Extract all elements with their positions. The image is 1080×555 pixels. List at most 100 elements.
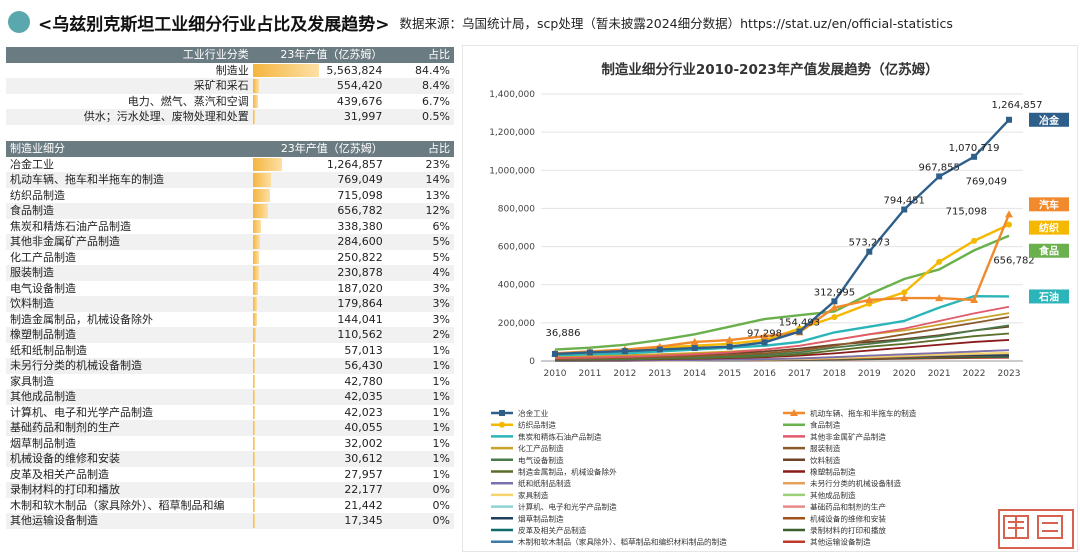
legend-marker	[790, 409, 798, 416]
row-name: 供水；污水处理、废物处理和处置	[6, 109, 253, 125]
row-value: 42,023	[344, 405, 383, 419]
row-value-cell: 338,380	[253, 219, 386, 235]
data-label: 1,070,719	[949, 143, 1000, 154]
value-bar	[252, 63, 319, 77]
y-tick-label: 1,000,000	[489, 166, 535, 176]
value-bar	[253, 297, 258, 311]
row-value: 40,055	[344, 421, 383, 434]
value-bar	[252, 94, 258, 108]
legend-label: 制造金属制品，机械设备除外	[518, 467, 617, 477]
row-value: 284,600	[337, 235, 383, 248]
data-point	[935, 294, 944, 302]
row-value-cell: 42,023	[253, 405, 386, 421]
series-tag	[1029, 112, 1069, 127]
data-label: 715,098	[946, 207, 987, 218]
row-value: 110,562	[337, 328, 383, 341]
legend-label: 冶金工业	[518, 408, 549, 418]
data-point	[760, 332, 769, 340]
table-row: 电气设备制造 187,020 3%	[6, 281, 454, 297]
value-bar	[253, 421, 256, 435]
row-share: 1%	[386, 389, 454, 405]
series-tag	[1029, 220, 1069, 235]
row-name: 纺织品制造	[10, 188, 65, 202]
row-share: 1%	[386, 358, 454, 374]
table-row: 制造业 5,563,824 84.4%	[6, 63, 454, 79]
row-value: 187,020	[337, 281, 383, 295]
table-row: 纺织品制造 715,098 13%	[6, 188, 454, 204]
manufacturing-table: 制造业细分 23年产值（亿苏姆） 占比 冶金工业 1,264,857 23% 机动车辆…	[6, 141, 454, 529]
row-value: 230,878	[337, 266, 383, 279]
data-label: 97,298	[747, 328, 782, 339]
row-share: 23%	[425, 157, 450, 171]
row-value-cell: 21,442	[253, 498, 386, 514]
value-bar	[253, 188, 270, 202]
data-point	[621, 348, 628, 355]
value-bar	[253, 498, 256, 512]
row-value-cell: 439,676	[252, 94, 387, 110]
row-value: 21,442	[344, 498, 383, 512]
legend-label: 计算机、电子和光学产品制造	[518, 502, 617, 512]
legend-label: 化工产品制造	[518, 443, 564, 453]
row-name: 制造业	[215, 63, 249, 77]
row-share: 13%	[425, 188, 450, 202]
row-value: 42,035	[344, 390, 383, 403]
row-value: 17,345	[344, 514, 383, 527]
x-tick-label: 2018	[823, 369, 846, 379]
row-name: 纸和纸制品制造	[10, 343, 87, 357]
legend-label: 机动车辆、拖车和半拖车的制造	[810, 408, 917, 418]
data-point	[865, 295, 874, 303]
row-share: 1%	[386, 420, 454, 436]
watermark-stamp	[998, 509, 1074, 549]
table-row: 采矿和采石 554,420 8.4%	[6, 78, 454, 94]
industry-table: 工业行业分类 23年产值（亿苏姆） 占比 制造业 5,563,824 84.4% 采矿…	[6, 47, 454, 125]
page-title: <乌兹别克斯坦工业细分行业占比及发展趋势>	[38, 14, 390, 35]
legend-label: 木制和软木制品（家具除外）、稻草制品和编织材料制品的制造	[518, 537, 727, 547]
row-name: 电力、燃气、蒸汽和空调	[127, 94, 249, 108]
row-share: 4%	[386, 265, 454, 281]
row-share: 0.5%	[386, 109, 454, 125]
row-value: 179,864	[337, 297, 383, 310]
value-bar	[253, 514, 256, 528]
value-bar	[253, 328, 256, 342]
y-tick-label: 1,200,000	[489, 128, 535, 138]
table-row: 化工产品制造 250,822 5%	[6, 250, 454, 266]
x-tick-label: 2014	[683, 369, 706, 379]
value-bar	[253, 266, 259, 280]
series-tag-label: 冶金	[1039, 114, 1060, 127]
value-bar	[252, 110, 255, 124]
table-row: 服装制造 230,878 4%	[6, 265, 454, 281]
table-row: 其他运输设备制造 17,345 0%	[6, 513, 454, 529]
row-share: 1%	[386, 451, 454, 467]
row-value: 439,676	[336, 94, 383, 108]
table-row: 焦炭和精炼石油产品制造 338,380 6%	[6, 219, 454, 235]
row-value-cell: 715,098	[253, 188, 386, 204]
table-row: 饮料制造 179,864 3%	[6, 296, 454, 312]
row-name: 皮革及相关产品制造	[10, 467, 109, 481]
legend-label: 焦炭和精炼石油产品制造	[518, 431, 602, 441]
x-tick-label: 2022	[963, 369, 986, 379]
data-point	[831, 314, 838, 321]
data-label: 656,782	[993, 256, 1034, 267]
data-point	[656, 346, 663, 353]
data-point	[831, 298, 838, 305]
row-value: 56,430	[344, 359, 383, 372]
row-value-cell: 1,264,857	[253, 157, 386, 173]
legend-label: 纸和纸制品制造	[518, 478, 572, 488]
row-value-cell: 230,878	[253, 265, 387, 281]
data-point	[970, 295, 979, 303]
row-share: 6%	[432, 219, 450, 233]
series-tag	[1029, 243, 1069, 258]
line-chart: 0 200,000 400,000 600,000 800,000 1,000,000 1,…	[489, 90, 1069, 547]
row-name: 采矿和采石	[6, 78, 253, 94]
table-row: 机动车辆、拖车和半拖车的制造 769,049 14%	[6, 172, 454, 188]
table-row: 橡塑制品制造 110,562 2%	[6, 327, 454, 343]
value-bar	[253, 483, 256, 497]
data-point	[1005, 210, 1013, 218]
row-name: 电气设备制造	[10, 281, 76, 295]
data-point	[691, 345, 698, 352]
row-name: 其他非金属矿产品制造	[6, 234, 254, 250]
data-point	[830, 303, 839, 311]
data-label: 1,264,857	[992, 100, 1043, 111]
data-label: 312,995	[814, 287, 855, 298]
value-bar	[253, 467, 256, 481]
